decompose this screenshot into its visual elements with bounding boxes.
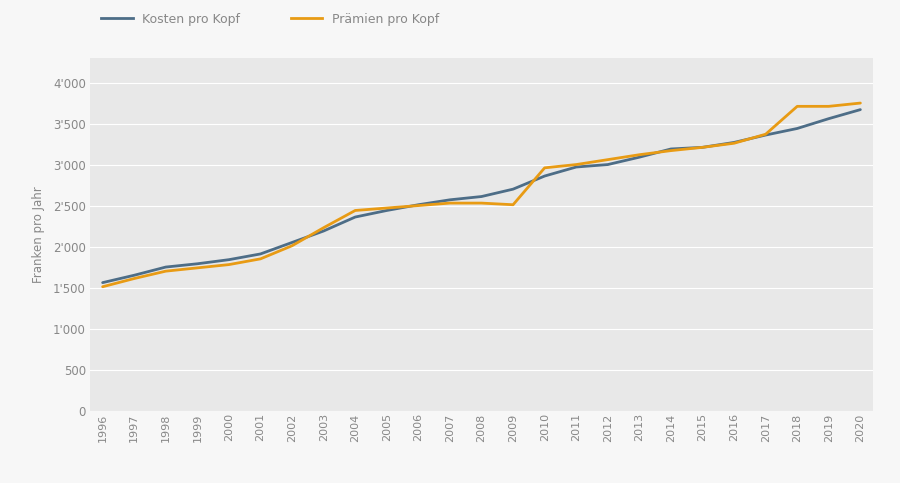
Prämien pro Kopf [665, 148, 676, 154]
Y-axis label: Franken pro Jahr: Franken pro Jahr [32, 186, 45, 283]
Kosten pro Kopf [287, 240, 298, 245]
Prämien pro Kopf [508, 202, 518, 208]
Kosten pro Kopf [634, 154, 644, 160]
Kosten pro Kopf [760, 132, 771, 138]
Kosten pro Kopf [192, 261, 202, 267]
Prämien pro Kopf [192, 265, 202, 271]
Prämien pro Kopf [792, 103, 803, 109]
Kosten pro Kopf [665, 146, 676, 152]
Prämien pro Kopf [319, 225, 329, 230]
Kosten pro Kopf [508, 186, 518, 192]
Kosten pro Kopf [350, 214, 361, 220]
Prämien pro Kopf [160, 268, 171, 274]
Kosten pro Kopf [255, 251, 266, 257]
Kosten pro Kopf [413, 202, 424, 208]
Prämien pro Kopf [97, 284, 108, 290]
Kosten pro Kopf [855, 107, 866, 113]
Kosten pro Kopf [223, 257, 234, 263]
Kosten pro Kopf [792, 126, 803, 131]
Kosten pro Kopf [382, 208, 392, 213]
Kosten pro Kopf [160, 264, 171, 270]
Prämien pro Kopf [413, 203, 424, 209]
Line: Kosten pro Kopf: Kosten pro Kopf [103, 110, 860, 283]
Prämien pro Kopf [382, 205, 392, 211]
Legend: Kosten pro Kopf, Prämien pro Kopf: Kosten pro Kopf, Prämien pro Kopf [96, 8, 444, 31]
Prämien pro Kopf [698, 144, 708, 150]
Prämien pro Kopf [255, 256, 266, 262]
Prämien pro Kopf [476, 200, 487, 206]
Prämien pro Kopf [855, 100, 866, 106]
Kosten pro Kopf [539, 173, 550, 179]
Kosten pro Kopf [319, 228, 329, 234]
Kosten pro Kopf [824, 116, 834, 122]
Prämien pro Kopf [760, 131, 771, 137]
Prämien pro Kopf [602, 157, 613, 163]
Kosten pro Kopf [129, 272, 140, 278]
Kosten pro Kopf [476, 194, 487, 199]
Line: Prämien pro Kopf: Prämien pro Kopf [103, 103, 860, 287]
Prämien pro Kopf [571, 162, 581, 168]
Prämien pro Kopf [129, 276, 140, 282]
Prämien pro Kopf [539, 165, 550, 170]
Prämien pro Kopf [824, 103, 834, 109]
Prämien pro Kopf [445, 200, 455, 206]
Prämien pro Kopf [729, 141, 740, 146]
Kosten pro Kopf [602, 162, 613, 168]
Prämien pro Kopf [287, 243, 298, 249]
Prämien pro Kopf [350, 208, 361, 213]
Kosten pro Kopf [445, 197, 455, 203]
Prämien pro Kopf [223, 262, 234, 268]
Kosten pro Kopf [729, 140, 740, 145]
Prämien pro Kopf [634, 152, 644, 157]
Kosten pro Kopf [571, 164, 581, 170]
Kosten pro Kopf [698, 144, 708, 150]
Kosten pro Kopf [97, 280, 108, 285]
